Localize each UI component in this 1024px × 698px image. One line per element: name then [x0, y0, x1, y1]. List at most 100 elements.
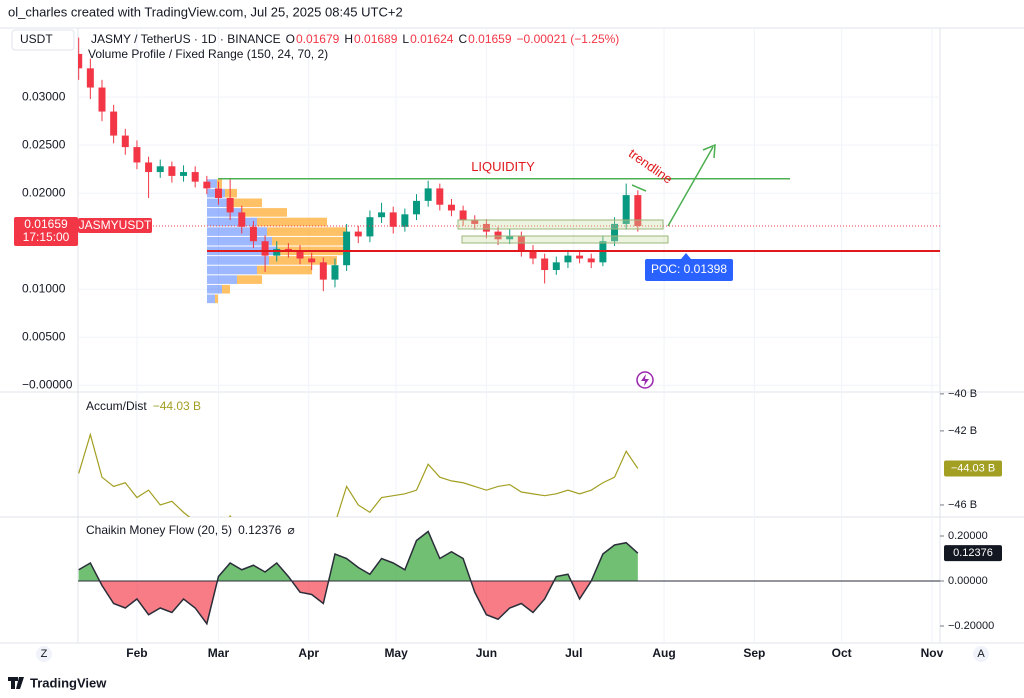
y-tick-label: 0.02500 — [22, 137, 66, 151]
profile-up — [207, 265, 257, 275]
zone — [457, 219, 664, 230]
event-icon — [641, 374, 649, 386]
candle-body — [389, 212, 397, 227]
legend-item: 0.01679 — [296, 32, 340, 46]
cmf-pane — [78, 517, 940, 643]
poc-box — [645, 259, 733, 282]
price-pane — [78, 28, 940, 392]
candle-body — [238, 212, 246, 227]
candle-body — [86, 68, 94, 88]
profile-up — [207, 198, 232, 208]
candle-body — [133, 147, 141, 163]
candle-body — [98, 87, 106, 112]
button[interactable] — [973, 646, 989, 662]
legend-item: O — [286, 32, 295, 46]
cmf-area-negative — [99, 581, 592, 624]
unit-box[interactable] — [11, 29, 75, 51]
drawing — [631, 184, 647, 192]
candle-body — [587, 258, 595, 263]
event-icon[interactable] — [636, 371, 654, 389]
candle-body — [401, 214, 409, 227]
price-tag-countdown: 17:15:00 — [23, 230, 70, 244]
candle-body — [564, 255, 572, 263]
candle-body — [447, 204, 455, 211]
accum-dist-pane — [78, 392, 933, 517]
candle-body — [366, 217, 374, 237]
candle-body — [506, 236, 514, 240]
candle-body — [308, 258, 316, 263]
x-tick-label: May — [384, 646, 408, 660]
annotation: LIQUIDITY — [471, 159, 535, 174]
profile-down — [225, 188, 237, 198]
candle-body — [541, 258, 549, 271]
candle-body — [378, 212, 386, 218]
subtitle: Volume Profile / Fixed Range (150, 24, 7… — [88, 47, 328, 61]
candle-body — [517, 236, 525, 251]
legend-item: C — [458, 32, 467, 46]
value-tag — [944, 460, 1002, 477]
y-tick-label: −42 B — [948, 425, 977, 437]
candle-body — [552, 262, 560, 271]
arrow — [667, 146, 714, 227]
poc-box — [681, 253, 691, 260]
candle-body — [203, 181, 211, 189]
annotation: trendline — [626, 146, 675, 187]
negative-fill — [99, 581, 592, 624]
candle-body — [145, 162, 153, 173]
x-tick-label: Mar — [208, 646, 230, 660]
candle-body — [413, 200, 421, 215]
candle-body — [180, 172, 188, 176]
button[interactable] — [36, 646, 52, 662]
button-label: Z — [41, 648, 48, 660]
candle-body — [191, 172, 199, 182]
candle-body — [78, 53, 83, 69]
axis-unit: USDT — [20, 32, 53, 46]
x-tick-label: Aug — [652, 646, 675, 660]
profile-down — [269, 256, 337, 265]
x-tick-label: Jul — [565, 646, 582, 660]
candle-body — [284, 248, 292, 251]
legend: JASMY / TetherUS · 1D · BINANCE O0.01679 H… — [91, 32, 619, 46]
candle-body — [226, 197, 234, 213]
profile-up — [207, 227, 267, 236]
candle-body — [482, 223, 490, 232]
profile-down — [257, 265, 312, 275]
profile-up — [207, 208, 242, 217]
candle-body — [273, 248, 281, 256]
profile-up — [207, 284, 222, 294]
x-tick-label: Feb — [126, 646, 147, 660]
candle-body — [331, 265, 339, 280]
candle-body — [436, 188, 444, 205]
candle-body — [121, 135, 129, 148]
y-tick-label: −0.00000 — [22, 377, 73, 391]
candle-body — [634, 195, 642, 226]
candle-body — [261, 241, 269, 256]
y-tick-label: −40 B — [948, 388, 977, 400]
candle-body — [471, 220, 479, 224]
arrow-head — [702, 143, 716, 159]
x-tick-label: Oct — [832, 646, 852, 660]
legend-item: H — [344, 32, 353, 46]
candle-body — [214, 188, 222, 198]
value-tag-label: 0.12376 — [953, 547, 993, 559]
ad-line — [78, 432, 639, 517]
cmf-area-positive — [78, 531, 638, 581]
profile-down — [272, 236, 347, 246]
legend-item: 0.12376 — [238, 523, 282, 537]
candle-body — [343, 231, 351, 266]
y-tick-label: 0.00000 — [948, 575, 988, 587]
profile-down — [222, 284, 230, 294]
candle-body — [296, 250, 304, 259]
candle-body — [168, 166, 176, 176]
footer: TradingView — [30, 675, 107, 690]
y-tick-label: 0.20000 — [948, 530, 988, 542]
legend-item: ⌀ — [287, 523, 294, 537]
y-tick-label: 0.03000 — [22, 89, 66, 103]
y-tick-label: 0.01000 — [22, 281, 66, 295]
candle-body — [459, 210, 467, 221]
price-tag — [14, 216, 78, 246]
profile-up — [207, 275, 237, 284]
header: ol_charles created with TradingView.com,… — [8, 4, 403, 19]
y-tick-label: 0.00500 — [22, 329, 66, 343]
value-tag — [944, 545, 1002, 562]
